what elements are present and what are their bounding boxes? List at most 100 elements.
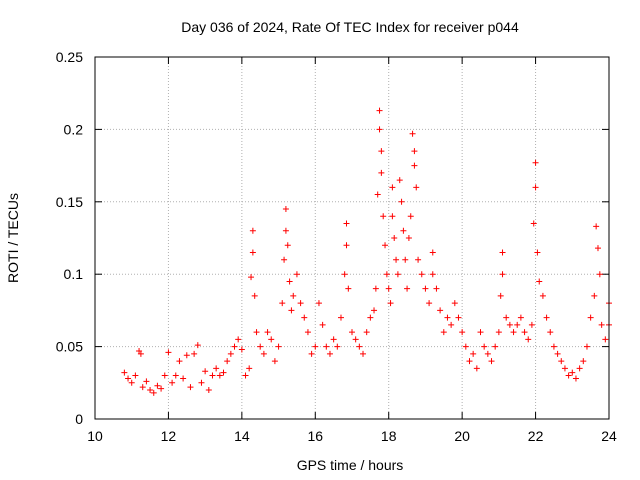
data-point xyxy=(176,358,183,365)
data-point xyxy=(297,300,304,307)
data-point xyxy=(503,314,510,321)
data-point xyxy=(402,256,409,263)
data-point xyxy=(216,372,223,379)
data-point xyxy=(380,213,387,220)
data-point xyxy=(360,350,367,357)
data-point xyxy=(279,300,286,307)
x-tick-label: 20 xyxy=(454,428,470,444)
data-point xyxy=(248,274,255,281)
data-point xyxy=(257,343,264,350)
data-point xyxy=(198,379,205,386)
data-point xyxy=(455,314,462,321)
data-point xyxy=(172,372,179,379)
x-axis-ticks: 10 12 14 16 18 20 22 24 xyxy=(87,57,617,444)
data-point xyxy=(169,379,176,386)
data-point xyxy=(275,343,282,350)
data-point xyxy=(415,256,422,263)
data-point xyxy=(398,198,405,205)
data-point xyxy=(576,365,583,372)
data-point xyxy=(253,329,260,336)
data-point xyxy=(593,223,600,230)
data-point xyxy=(371,307,378,314)
data-point xyxy=(286,278,293,285)
data-point xyxy=(290,292,297,299)
data-point xyxy=(367,314,374,321)
data-point xyxy=(514,321,521,328)
data-point xyxy=(161,372,168,379)
data-point xyxy=(404,285,411,292)
data-points xyxy=(121,107,612,396)
data-point xyxy=(343,220,350,227)
data-point xyxy=(561,365,568,372)
x-tick-label: 18 xyxy=(381,428,397,444)
data-point xyxy=(459,329,466,336)
data-point xyxy=(372,285,379,292)
data-point xyxy=(394,271,401,278)
data-point xyxy=(139,384,146,391)
data-point xyxy=(580,358,587,365)
x-tick-label: 24 xyxy=(601,428,617,444)
data-point xyxy=(587,314,594,321)
data-point xyxy=(433,285,440,292)
data-point xyxy=(180,375,187,382)
data-point xyxy=(594,245,601,252)
data-point xyxy=(385,285,392,292)
data-point xyxy=(462,343,469,350)
data-point xyxy=(477,329,484,336)
data-point xyxy=(517,314,524,321)
data-point xyxy=(183,352,190,359)
data-point xyxy=(293,271,300,278)
data-point xyxy=(282,227,289,234)
data-point xyxy=(407,213,414,220)
data-point xyxy=(231,343,238,350)
data-point xyxy=(492,343,499,350)
data-point xyxy=(543,314,550,321)
data-point xyxy=(242,372,249,379)
data-point xyxy=(356,343,363,350)
data-point xyxy=(396,177,403,184)
x-tick-label: 22 xyxy=(528,428,544,444)
data-point xyxy=(224,358,231,365)
data-point xyxy=(165,349,172,356)
data-point xyxy=(525,336,532,343)
data-point xyxy=(429,271,436,278)
data-point xyxy=(191,350,198,357)
y-axis-label: ROTI / TECUs xyxy=(5,193,21,283)
data-point xyxy=(194,342,201,349)
y-tick-label: 0.2 xyxy=(64,121,84,137)
data-point xyxy=(429,249,436,256)
data-point xyxy=(251,292,258,299)
data-point xyxy=(499,249,506,256)
data-point xyxy=(268,336,275,343)
data-point xyxy=(202,368,209,375)
data-point xyxy=(539,292,546,299)
x-tick-label: 12 xyxy=(161,428,177,444)
data-point xyxy=(444,314,451,321)
data-point xyxy=(249,249,256,256)
data-point xyxy=(304,329,311,336)
data-point xyxy=(583,343,590,350)
x-tick-label: 14 xyxy=(234,428,250,444)
data-point xyxy=(572,375,579,382)
data-point xyxy=(308,350,315,357)
x-tick-label: 16 xyxy=(307,428,323,444)
data-point xyxy=(319,321,326,328)
plot-frame xyxy=(94,56,610,420)
data-point xyxy=(497,292,504,299)
data-point xyxy=(288,307,295,314)
data-point xyxy=(393,256,400,263)
data-point xyxy=(532,159,539,166)
data-point xyxy=(596,271,603,278)
data-point xyxy=(437,307,444,314)
data-point xyxy=(451,300,458,307)
data-point xyxy=(598,321,605,328)
data-point xyxy=(521,329,528,336)
data-point xyxy=(484,350,491,357)
data-point xyxy=(387,300,394,307)
data-point xyxy=(470,350,477,357)
data-point xyxy=(382,242,389,249)
data-point xyxy=(213,365,220,372)
data-point xyxy=(323,343,330,350)
data-point xyxy=(466,358,473,365)
